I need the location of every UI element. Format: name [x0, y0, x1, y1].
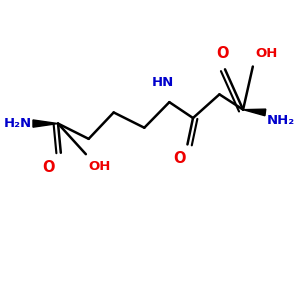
Text: O: O: [216, 46, 229, 61]
Polygon shape: [243, 109, 266, 116]
Text: O: O: [173, 152, 185, 166]
Text: O: O: [42, 160, 55, 175]
Text: NH₂: NH₂: [267, 114, 295, 127]
Text: OH: OH: [88, 160, 111, 173]
Text: HN: HN: [151, 76, 173, 89]
Text: OH: OH: [256, 46, 278, 60]
Text: H₂N: H₂N: [4, 117, 32, 130]
Polygon shape: [33, 120, 58, 127]
